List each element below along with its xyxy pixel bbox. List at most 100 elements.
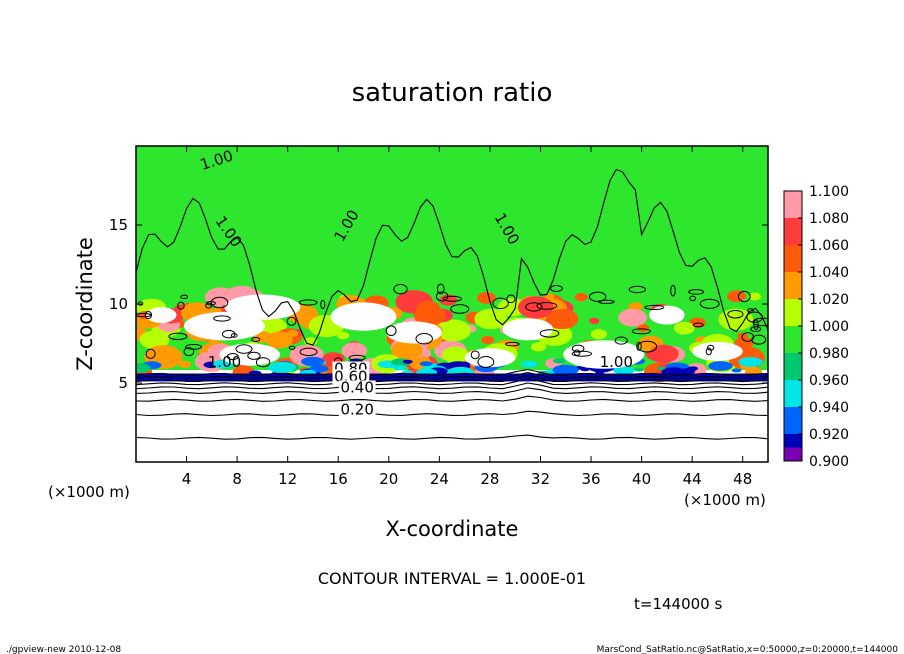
- contour-label: 0.40: [340, 378, 373, 396]
- contour-ring: [573, 349, 581, 356]
- field-patch: [392, 365, 406, 371]
- field-patch: [265, 331, 293, 349]
- contour-ring: [751, 334, 767, 345]
- contour-line: [136, 375, 768, 383]
- contour-ring: [226, 353, 239, 361]
- contour-label-bg: [338, 402, 376, 418]
- field-patch: [309, 364, 329, 373]
- y-tick-label: 15: [109, 216, 128, 234]
- contour-ring: [539, 329, 560, 338]
- contour-ring: [746, 311, 763, 323]
- y-tick-label: 10: [109, 295, 128, 313]
- white-region: [136, 370, 768, 462]
- contour-ring: [506, 294, 516, 304]
- x-tick-label: 40: [632, 470, 651, 488]
- field-patch: [460, 361, 471, 366]
- colorbar-label: 0.900: [809, 454, 849, 470]
- field-patch: [337, 331, 350, 340]
- field-patch: [477, 292, 496, 304]
- field-patch: [391, 340, 423, 361]
- contour-ring: [598, 299, 615, 304]
- contour-ring: [525, 302, 543, 312]
- field-patch: [588, 317, 600, 325]
- contour-ring: [692, 322, 704, 328]
- field-patch: [708, 361, 733, 371]
- contour-ring: [168, 332, 188, 341]
- colorbar-label: 1.020: [809, 292, 849, 308]
- colorbar-swatch: [784, 299, 802, 326]
- x-unit-left: (×1000 m): [48, 483, 130, 501]
- y-tick-label: 5: [118, 374, 128, 392]
- colorbar-swatch: [784, 272, 802, 299]
- field-patch: [517, 296, 554, 319]
- contour-ring: [631, 328, 651, 335]
- contour-ring: [205, 302, 213, 309]
- contour-line: [136, 168, 768, 346]
- contour-line: [136, 434, 768, 440]
- colorbar-label: 1.080: [809, 211, 849, 227]
- field-patch: [552, 364, 579, 376]
- field-patch: [656, 366, 666, 371]
- contour-ring: [670, 284, 676, 297]
- footer-left: ./gpview-new 2010-12-08: [6, 645, 121, 654]
- field-patch: [330, 302, 397, 331]
- contour-ring: [136, 312, 152, 318]
- x-tick-label: 28: [480, 470, 499, 488]
- field-patch: [718, 308, 754, 331]
- contour-ring: [477, 356, 495, 368]
- field-patch: [637, 324, 650, 332]
- field-patch: [727, 290, 746, 303]
- field-patch: [618, 308, 648, 327]
- contour-ring: [705, 347, 712, 356]
- contour-ring: [492, 297, 509, 310]
- field-patch: [481, 335, 495, 345]
- contour-ring: [644, 304, 665, 311]
- x-tick-label: 20: [379, 470, 398, 488]
- contour-ring: [637, 340, 658, 353]
- contour-ring: [385, 325, 397, 337]
- contour-ring: [180, 294, 189, 300]
- contour-line: [136, 378, 768, 386]
- contour-line: [136, 387, 768, 394]
- field-patch: [580, 367, 590, 372]
- x-tick-label: 16: [329, 470, 348, 488]
- colorbar-label: 0.980: [809, 346, 849, 362]
- contour-ring: [320, 299, 326, 310]
- contour-ring: [699, 298, 720, 309]
- field-patch: [184, 311, 265, 341]
- colorbar: 1.100 1.080 1.060 1.040 1.020 1.000 0.980 0.960…: [783, 184, 849, 470]
- x-tick-label: 32: [531, 470, 550, 488]
- field-patch: [341, 342, 368, 359]
- field-patch: [136, 363, 151, 373]
- contour-ring: [213, 315, 231, 322]
- contour-ring: [589, 291, 607, 302]
- contour-line: [136, 372, 768, 379]
- contour-ring: [286, 316, 297, 326]
- contour-ring: [628, 285, 646, 294]
- contour-ring: [571, 344, 585, 353]
- contour-ring: [706, 344, 715, 351]
- colorbar-label: 1.040: [809, 265, 849, 281]
- contour-ring: [247, 351, 261, 360]
- colorbar-label: 0.920: [809, 427, 849, 443]
- colorbar-label: 1.100: [809, 184, 849, 200]
- contour-ring: [251, 337, 261, 342]
- field-patch: [748, 292, 761, 301]
- colorbar-label: 0.960: [809, 373, 849, 389]
- contour-ring: [505, 341, 520, 347]
- colorbar-swatch: [784, 245, 802, 272]
- field-patch: [574, 293, 588, 302]
- contour-ring: [393, 283, 408, 295]
- field-patch: [649, 344, 679, 364]
- field-patch: [219, 343, 281, 366]
- x-tick-label: 36: [581, 470, 600, 488]
- time-label: t=144000 s: [634, 595, 722, 613]
- colorbar-swatch: [784, 407, 802, 434]
- colorbar-swatch: [784, 218, 802, 245]
- contour-ring: [747, 308, 754, 314]
- field-patch: [286, 329, 299, 338]
- contour-ring: [348, 354, 366, 361]
- contour-ring: [436, 283, 445, 295]
- colorbar-label: 1.000: [809, 319, 849, 335]
- contour-label: 1.00: [208, 353, 241, 371]
